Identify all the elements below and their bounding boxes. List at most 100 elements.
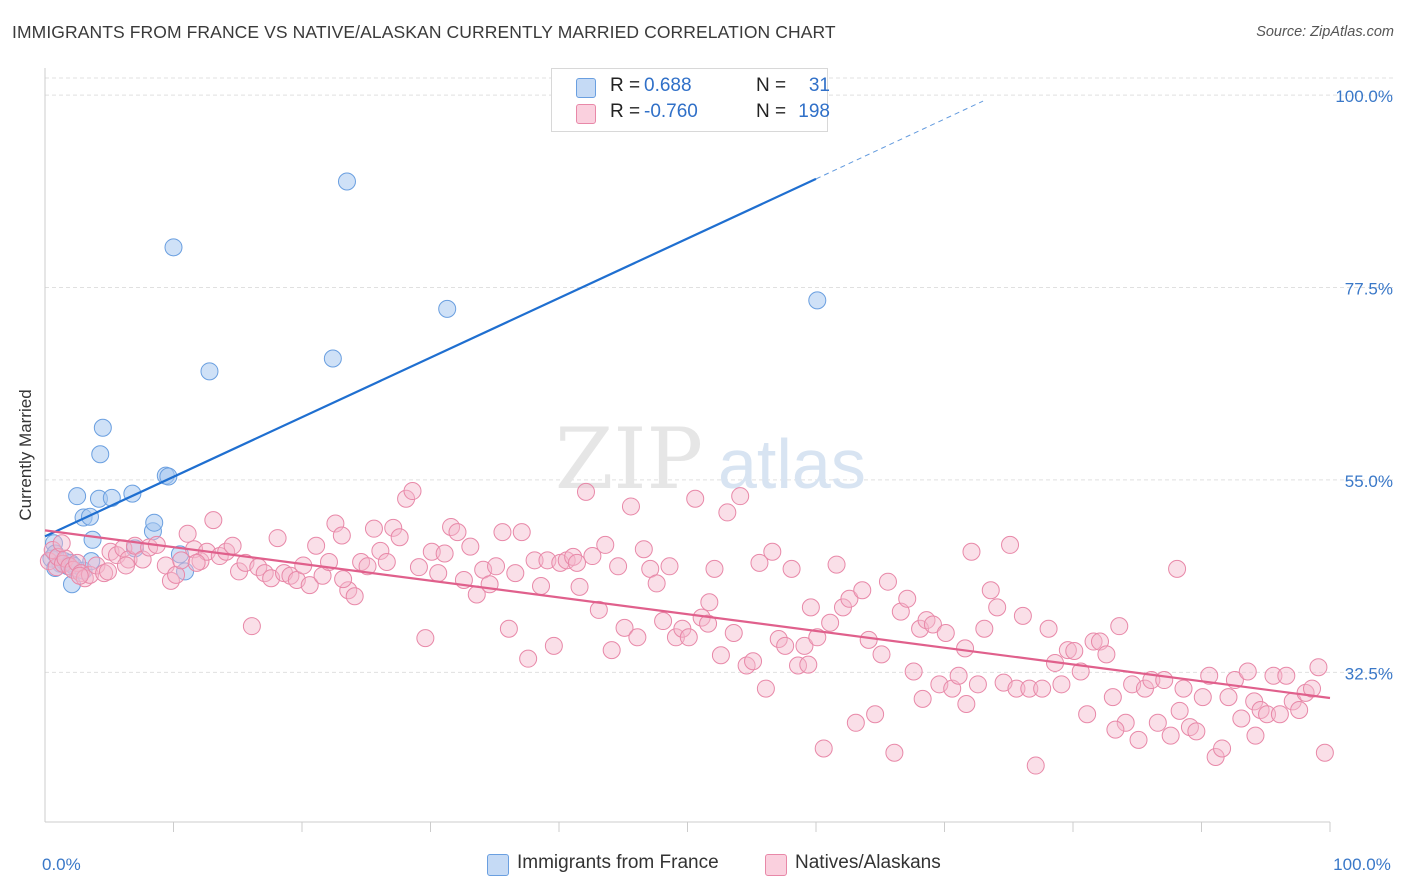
natives-point: [647, 574, 666, 593]
natives-point: [1270, 705, 1289, 724]
natives-point: [988, 598, 1007, 617]
natives-point: [493, 523, 512, 542]
natives-point: [223, 536, 242, 555]
france-point: [170, 545, 189, 564]
legend-swatch-natives: [765, 854, 787, 876]
chart-title: IMMIGRANTS FROM FRANCE VS NATIVE/ALASKAN…: [12, 22, 836, 42]
natives-point: [731, 487, 750, 506]
natives-point: [178, 524, 197, 543]
natives-point: [968, 675, 987, 694]
legend-n-value: 31: [808, 75, 830, 96]
natives-point: [1219, 688, 1238, 707]
natives-point: [936, 624, 955, 643]
natives-point: [679, 628, 698, 647]
natives-point: [300, 576, 319, 595]
natives-point: [172, 551, 191, 570]
natives-point: [885, 743, 904, 762]
natives-point: [981, 581, 1000, 600]
x-tick-label: 0.0%: [42, 855, 81, 874]
natives-point: [1232, 709, 1251, 728]
natives-point: [846, 713, 865, 732]
legend-label-france: Immigrants from France: [517, 852, 719, 873]
natives-point: [70, 566, 89, 585]
france-point: [337, 172, 356, 191]
natives-point: [1097, 645, 1116, 664]
natives-point: [506, 564, 525, 583]
natives-point: [435, 544, 454, 563]
france-point: [91, 445, 110, 464]
y-axis-label: Currently Married: [16, 389, 35, 521]
series-natives-alaskans: [39, 482, 1334, 775]
natives-point: [1106, 720, 1125, 739]
natives-point: [750, 553, 769, 572]
natives-point: [799, 655, 818, 674]
natives-point: [1155, 671, 1174, 690]
natives-point: [1065, 641, 1084, 660]
natives-point: [358, 557, 377, 576]
natives-point: [763, 542, 782, 561]
natives-point: [403, 482, 422, 501]
watermark-atlas: atlas: [718, 425, 866, 503]
natives-point: [904, 662, 923, 681]
natives-point: [1078, 705, 1097, 724]
natives-point: [872, 645, 891, 664]
natives-point: [589, 600, 608, 619]
legend-swatch-france: [576, 78, 596, 98]
natives-point: [1170, 701, 1189, 720]
natives-point: [544, 636, 563, 655]
natives-point: [956, 639, 975, 658]
natives-point: [859, 630, 878, 649]
natives-point: [686, 489, 705, 508]
y-tick-label: 77.5%: [1345, 280, 1393, 299]
legend-r-label: R =: [610, 75, 641, 96]
axes: [44, 68, 1331, 832]
natives-point: [1058, 641, 1077, 660]
natives-point: [634, 540, 653, 559]
y-tick-label: 55.0%: [1345, 472, 1393, 491]
natives-point: [949, 666, 968, 685]
natives-point: [567, 553, 586, 572]
natives-point: [429, 564, 448, 583]
legend-r-value: 0.688: [644, 75, 692, 96]
legend-n-label: N =: [756, 75, 787, 96]
natives-point: [487, 557, 506, 576]
natives-point: [718, 503, 737, 522]
france-point: [323, 349, 342, 368]
natives-point: [525, 551, 544, 570]
natives-point: [390, 528, 409, 547]
natives-point: [615, 618, 634, 637]
legend-n-label: N =: [756, 101, 787, 122]
natives-point: [377, 553, 396, 572]
natives-point: [654, 612, 673, 631]
natives-point: [1026, 756, 1045, 775]
natives-point: [583, 547, 602, 566]
natives-point: [814, 739, 833, 758]
natives-point: [1309, 658, 1328, 677]
natives-point: [660, 557, 679, 576]
natives-point: [364, 519, 383, 538]
natives-point: [116, 556, 135, 575]
y-tick-label: 32.5%: [1345, 664, 1393, 683]
zipatlas-watermark: ZIP atlas: [555, 410, 866, 508]
natives-point: [416, 629, 435, 648]
natives-point: [795, 636, 814, 655]
natives-point: [913, 689, 932, 708]
natives-point: [1116, 713, 1135, 732]
natives-point: [769, 629, 788, 648]
france-point: [808, 291, 827, 310]
natives-point: [98, 562, 117, 581]
natives-point: [923, 615, 942, 634]
france-point: [83, 530, 102, 549]
legend-r-label: R =: [610, 101, 641, 122]
natives-point: [962, 542, 981, 561]
natives-point: [576, 482, 595, 501]
trend-lines: [44, 100, 1331, 700]
series-immigrants-from-france: [42, 172, 827, 594]
natives-point: [1039, 619, 1058, 638]
natives-point: [1277, 666, 1296, 685]
natives-point: [1129, 730, 1148, 749]
natives-point: [1264, 666, 1283, 685]
natives-point: [1071, 662, 1090, 681]
stats-legend: R = 0.688 N = 31 R = -0.760 N = 198: [551, 68, 830, 132]
legend-r-value: -0.760: [644, 101, 698, 122]
